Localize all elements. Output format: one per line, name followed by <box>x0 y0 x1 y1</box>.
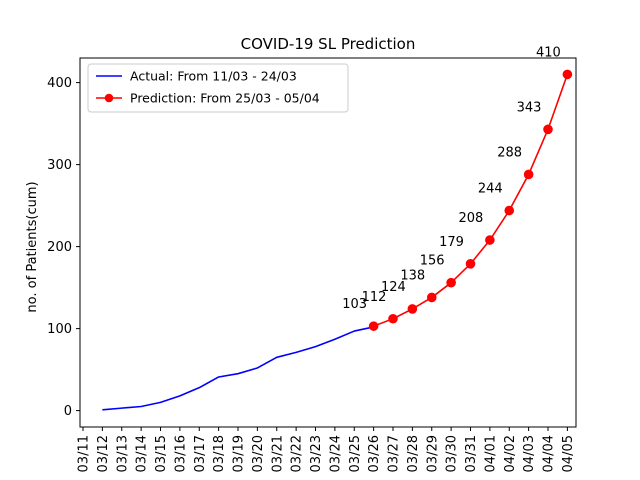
x-tick-label: 03/18 <box>212 435 227 472</box>
y-axis-label: no. of Patients(cum) <box>25 181 40 312</box>
legend-prediction-marker <box>104 93 114 103</box>
x-tick-label: 03/13 <box>115 435 130 472</box>
data-label: 156 <box>420 254 445 269</box>
x-tick-label: 03/25 <box>348 435 363 472</box>
x-tick-label: 03/28 <box>406 435 421 472</box>
x-tick-label: 03/29 <box>425 435 440 472</box>
x-tick-label: 03/27 <box>387 435 402 472</box>
x-tick-label: 03/23 <box>309 435 324 472</box>
x-tick-label: 03/22 <box>290 435 305 472</box>
legend-actual-label: Actual: From 11/03 - 24/03 <box>130 69 297 84</box>
x-tick-label: 03/14 <box>135 435 150 472</box>
x-tick-label: 03/26 <box>367 435 382 472</box>
prediction-point <box>368 321 379 331</box>
x-tick-label: 04/03 <box>522 435 537 472</box>
plot-frame <box>79 57 577 428</box>
prediction-point <box>446 277 456 288</box>
x-tick-label: 03/21 <box>270 435 285 472</box>
y-tick-label: 200 <box>47 240 72 255</box>
plot-area: 0 100 200 300 400 03/11 03/12 03/13 03/14 03/15 03… <box>47 45 577 472</box>
x-tick-label: 03/24 <box>328 435 343 472</box>
prediction-point <box>426 292 437 303</box>
data-label: 179 <box>439 235 464 250</box>
prediction-point <box>485 235 495 245</box>
x-tick-label: 04/01 <box>483 435 498 472</box>
y-tick-label: 400 <box>47 76 72 91</box>
data-label: 124 <box>381 280 406 295</box>
x-tick-label: 03/17 <box>193 435 208 472</box>
x-tick-label: 04/05 <box>561 435 576 472</box>
x-tick-label: 03/15 <box>154 435 169 472</box>
data-label: 244 <box>478 182 503 197</box>
prediction-point <box>504 205 515 216</box>
x-tick-label: 03/31 <box>464 435 479 472</box>
prediction-point <box>543 124 553 135</box>
x-tick-label: 04/04 <box>542 435 557 472</box>
x-tick-label: 03/20 <box>251 435 266 472</box>
legend: Actual: From 11/03 - 24/03 Prediction: Fr… <box>87 63 349 113</box>
data-label: 288 <box>497 145 522 160</box>
y-tick-label: 0 <box>64 404 72 419</box>
y-tick-label: 300 <box>47 158 72 173</box>
prediction-point <box>407 304 418 314</box>
x-tick-label: 03/11 <box>77 435 92 472</box>
prediction-point <box>388 313 398 324</box>
y-tick-label: 100 <box>47 322 72 337</box>
actual-series-line <box>102 326 374 411</box>
legend-prediction-label: Prediction: From 25/03 - 05/04 <box>130 91 320 106</box>
x-tick-label: 03/30 <box>445 435 460 472</box>
data-label: 103 <box>342 297 367 312</box>
prediction-point <box>465 259 476 269</box>
x-tick-label: 03/19 <box>232 435 247 472</box>
chart-title: COVID-19 SL Prediction <box>241 35 416 53</box>
data-label: 138 <box>400 268 425 283</box>
data-label: 208 <box>458 211 483 226</box>
x-tick-label: 04/02 <box>503 435 518 472</box>
legend-box <box>87 63 349 113</box>
data-label: 410 <box>536 45 561 60</box>
x-tick-label: 03/12 <box>96 435 111 472</box>
prediction-point <box>562 69 573 80</box>
prediction-point <box>523 169 534 180</box>
x-tick-label: 03/16 <box>173 435 188 472</box>
data-label: 112 <box>362 290 387 305</box>
data-label: 343 <box>517 100 542 115</box>
